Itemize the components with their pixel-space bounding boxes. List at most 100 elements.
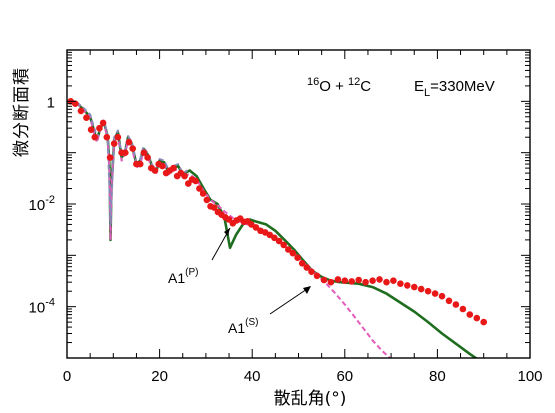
x-tick-label: 20 (151, 368, 168, 385)
annotation-a1p-arrowhead (224, 228, 230, 236)
reaction-projectile: O + (319, 78, 348, 95)
data-point (327, 278, 335, 286)
data-point (452, 301, 460, 308)
data-point (170, 164, 177, 172)
data-point (83, 114, 90, 121)
data-point (203, 196, 211, 204)
reaction-mass-c: 12 (348, 76, 360, 88)
data-point (199, 190, 207, 197)
data-point (303, 264, 311, 271)
data-point (431, 290, 439, 297)
annotation-a1p: A1(P) (168, 267, 198, 286)
energy-value: =330MeV (430, 78, 495, 95)
data-point (252, 224, 260, 231)
data-point (362, 278, 369, 286)
data-point (459, 305, 467, 313)
axis-ticks (66, 50, 531, 359)
data-point (275, 237, 283, 245)
data-point (480, 318, 488, 326)
data-point (289, 249, 297, 257)
data-point (136, 160, 144, 168)
data-point (438, 292, 446, 300)
x-tick-label: 0 (63, 368, 71, 385)
data-point (72, 100, 79, 107)
annotation-a1s-arrowhead (303, 286, 311, 294)
data-point (294, 254, 301, 261)
annotation-a1s-label: A1 (228, 320, 245, 336)
data-point (106, 154, 114, 161)
y-tick-label: 1 (47, 94, 55, 111)
data-point (110, 140, 118, 147)
data-point (103, 133, 111, 141)
data-point (397, 280, 404, 288)
x-axis-title: 散乱角(°) (274, 389, 347, 409)
annotations: A1(P) A1(S) (168, 227, 311, 336)
tick-labels: 0 20 40 60 80 100 1 10-2 10-4 (29, 94, 543, 385)
data-point (91, 133, 99, 141)
y-axis-title: 微分断面積 (12, 67, 32, 157)
data-point (280, 241, 288, 249)
data-point (466, 311, 474, 318)
data-point (369, 277, 376, 285)
annotation-a1s: A1(S) (228, 317, 258, 336)
series-layer (68, 98, 479, 358)
data-point (341, 277, 349, 285)
plot-frame (66, 49, 531, 359)
x-tick-label: 40 (244, 368, 261, 385)
reaction-target: C (360, 78, 371, 95)
annotation-a1p-label: A1 (168, 270, 185, 286)
data-point (140, 149, 148, 156)
data-point (159, 162, 166, 170)
data-point (125, 138, 133, 146)
experimental-points (67, 98, 488, 326)
data-point (87, 126, 95, 133)
data-point (285, 246, 292, 253)
data-point (298, 260, 306, 267)
data-point (348, 278, 356, 285)
data-point (181, 172, 188, 180)
y-tick-label: 10-2 (29, 194, 55, 214)
annotation-a1s-sup: (S) (245, 317, 258, 328)
data-point (114, 133, 122, 141)
data-point (424, 287, 432, 295)
data-point (308, 268, 315, 276)
data-point (390, 277, 397, 285)
reaction-label: 16O + 12C (307, 76, 371, 95)
data-point (334, 276, 342, 283)
data-point (404, 282, 411, 289)
data-point (192, 177, 199, 185)
data-point (445, 297, 453, 305)
data-point (320, 276, 328, 284)
series-line-1 (68, 99, 392, 358)
energy-subscript: L (424, 87, 430, 99)
data-point (313, 272, 321, 280)
plot-area (67, 50, 530, 358)
data-point (473, 314, 481, 322)
data-point (417, 285, 425, 293)
annotation-a1p-sup: (P) (185, 267, 198, 278)
data-point (122, 149, 129, 156)
data-point (96, 124, 103, 132)
series-line-2 (69, 98, 188, 226)
x-tick-label: 100 (517, 368, 542, 385)
data-point (376, 276, 383, 283)
data-point (210, 204, 218, 211)
annotation-a1s-arrow (269, 286, 311, 315)
data-point (129, 145, 136, 152)
energy-symbol: E (414, 78, 424, 95)
y-tick-label: 10-4 (29, 297, 55, 317)
x-tick-label: 60 (336, 368, 353, 385)
data-point (411, 283, 418, 291)
data-point (355, 276, 363, 284)
energy-label: EL=330MeV (414, 78, 495, 99)
data-point (144, 154, 151, 161)
data-point (383, 278, 390, 286)
data-point (271, 234, 278, 242)
data-point (151, 167, 159, 174)
data-point (196, 185, 203, 192)
data-point (99, 119, 107, 127)
reaction-mass-o: 16 (307, 76, 319, 88)
data-point (77, 107, 85, 115)
x-tick-label: 80 (429, 368, 446, 385)
